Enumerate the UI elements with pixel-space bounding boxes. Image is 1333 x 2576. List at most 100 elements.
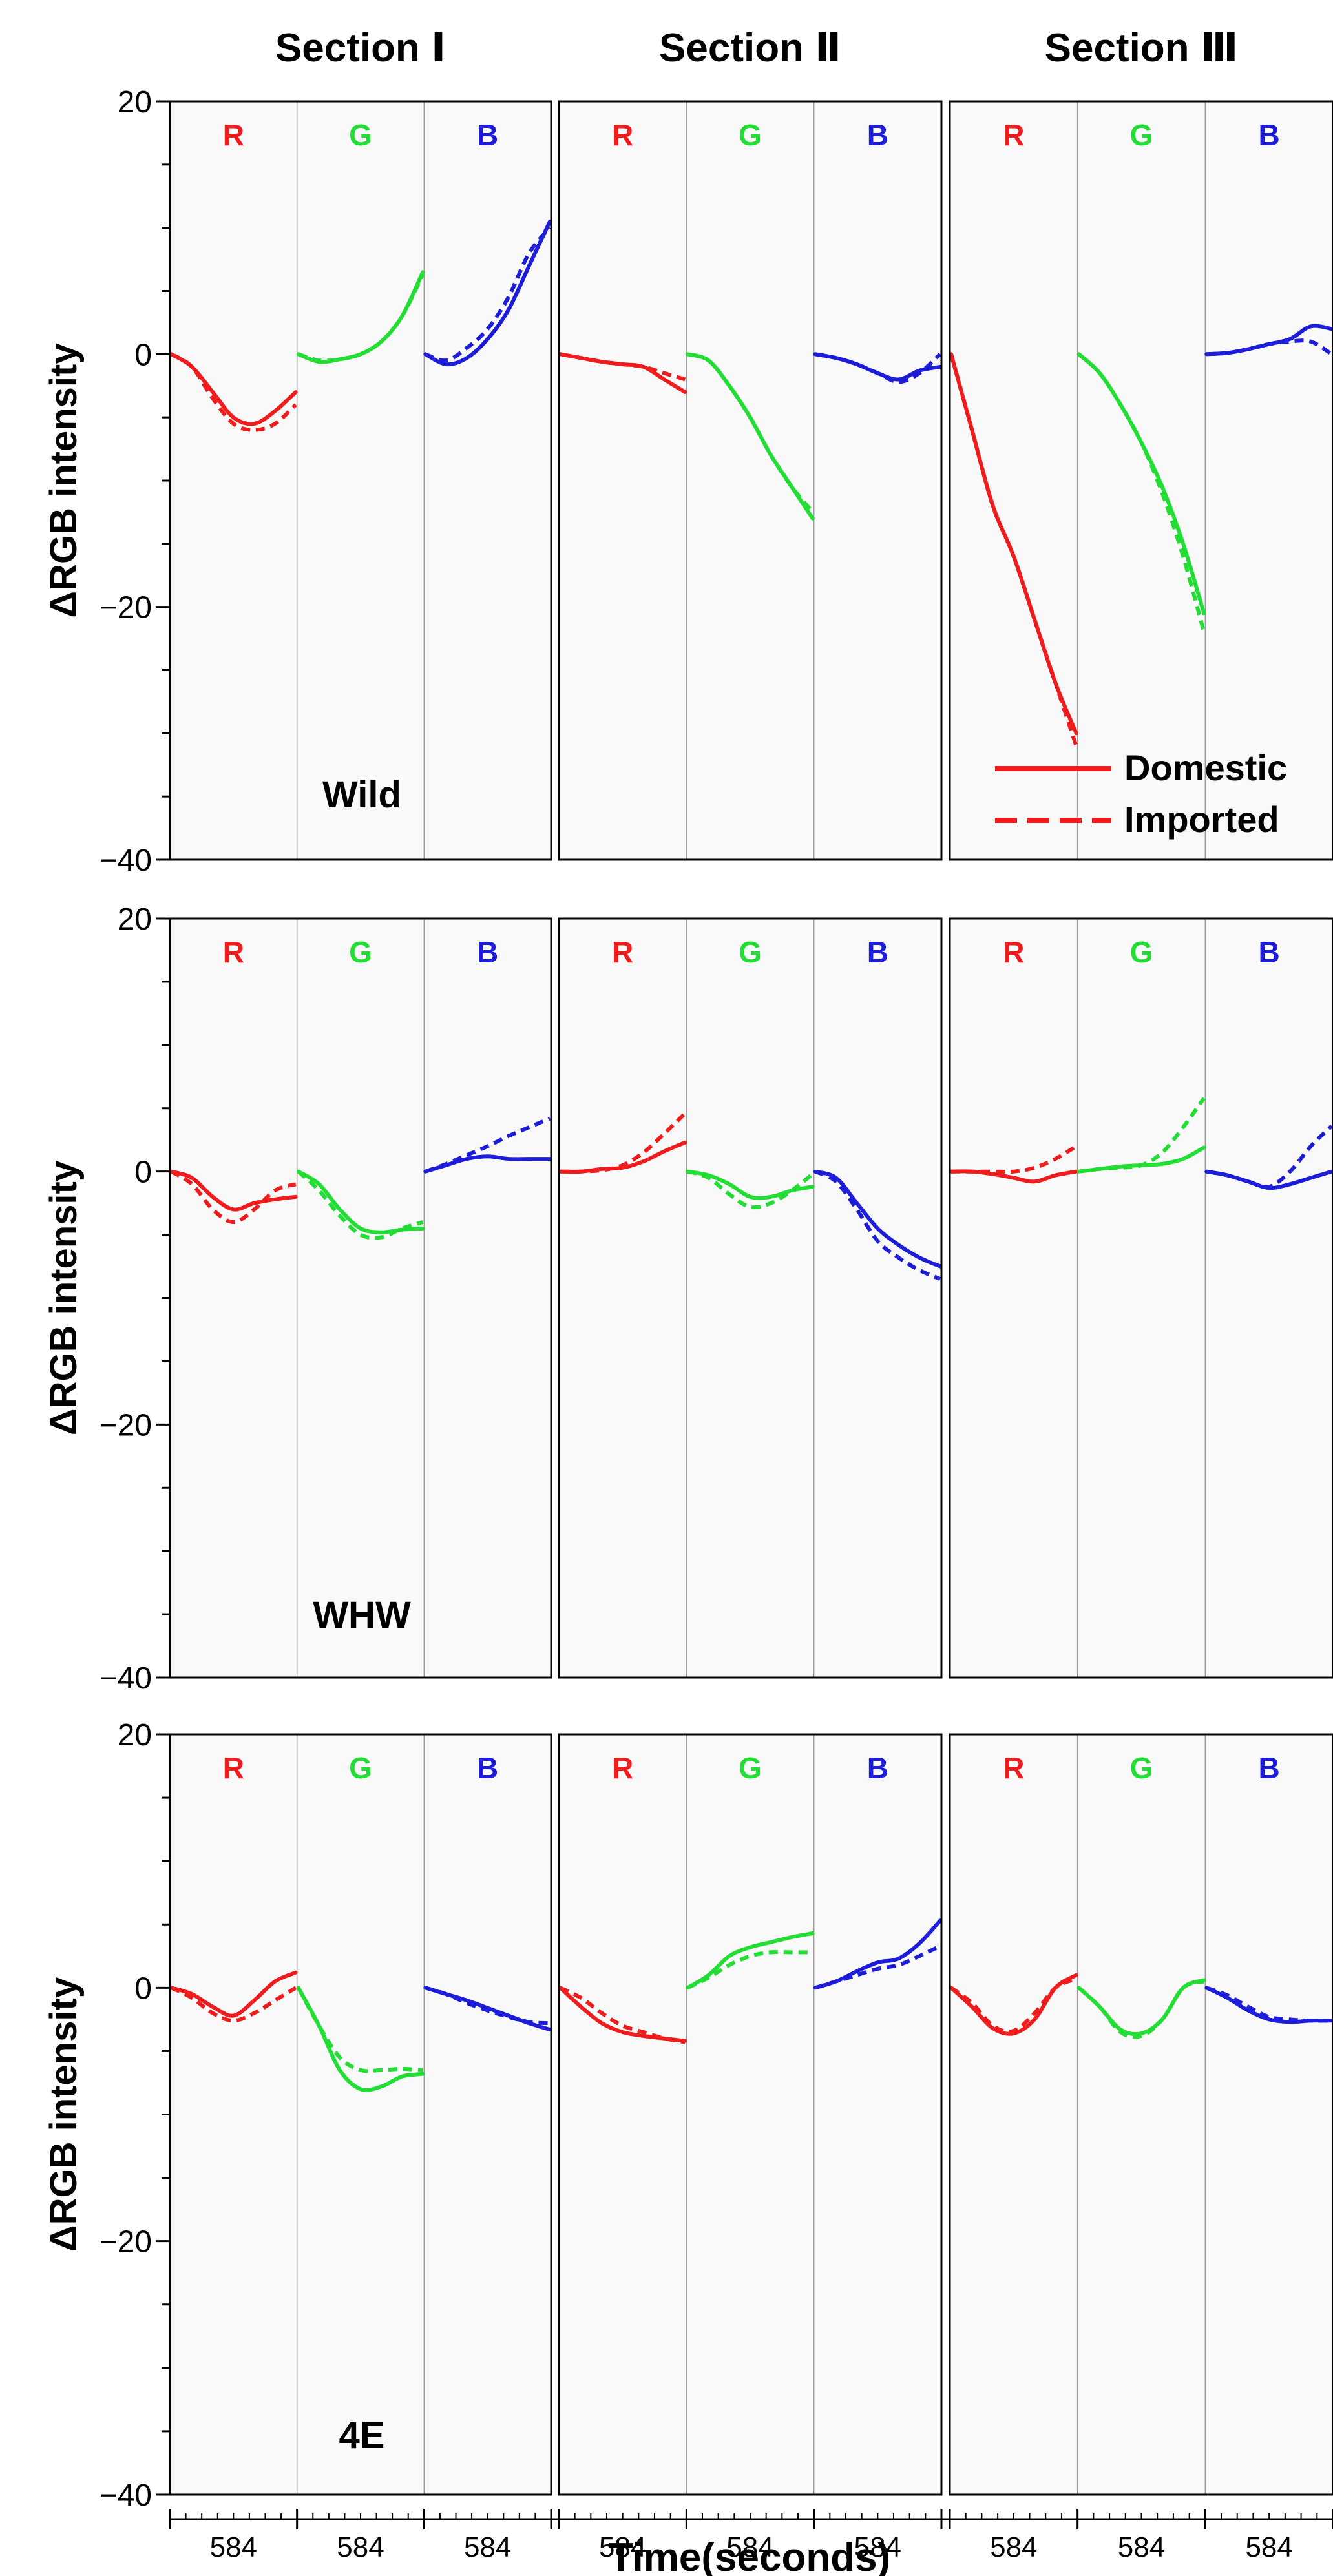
channel-label-r: R [1003, 118, 1024, 152]
y-tick-label: 20 [118, 1718, 152, 1752]
curve-g-domestic [296, 1169, 425, 1234]
channel-label-b: B [1259, 118, 1280, 152]
panel-background [559, 1734, 941, 2495]
channel-label-g: G [1130, 935, 1153, 969]
curve-g-imported [1077, 1979, 1205, 2039]
curve-b-imported [425, 226, 552, 363]
curve-g-imported [687, 352, 815, 514]
curve-g-domestic [686, 1931, 815, 1990]
panel-frame [558, 1733, 943, 2496]
column-heading-section-1: Section Ⅰ [275, 26, 446, 70]
row-label-whw: WHW [313, 1594, 411, 1636]
data-curves [169, 219, 1333, 2092]
curve-b-imported [425, 1116, 551, 1174]
channel-label-r: R [223, 1751, 244, 1785]
curve-r-imported [560, 352, 686, 382]
curve-b-imported [814, 1944, 941, 1990]
panel-background [950, 919, 1333, 1678]
channel-label-g: G [349, 1751, 372, 1785]
legend-label-imported: Imported [1124, 799, 1279, 840]
curve-b-imported [1206, 1125, 1333, 1189]
curve-r-imported [950, 1977, 1077, 2034]
channel-label-g: G [739, 1751, 762, 1785]
y-tick-label: −40 [100, 1661, 152, 1696]
channel-label-b: B [477, 1751, 498, 1785]
legend-label-domestic: Domestic [1124, 747, 1287, 788]
curve-r-imported [560, 1112, 687, 1174]
y-tick-label: 0 [134, 1156, 152, 1190]
y-tick-label: −20 [100, 1408, 152, 1442]
x-tick-label: 584 [726, 2531, 773, 2563]
curve-b-domestic [423, 219, 552, 367]
curve-g-imported [687, 1169, 814, 1210]
panel-background [170, 919, 551, 1678]
curve-g-imported [297, 273, 425, 363]
panel-background [559, 919, 941, 1678]
curve-r-imported [949, 353, 1078, 747]
channel-label-g: G [349, 118, 372, 152]
curve-g-domestic [686, 1169, 815, 1200]
curve-b-imported [425, 1986, 551, 2026]
curve-r-imported [170, 352, 297, 432]
x-tick-label: 584 [1245, 2531, 1292, 2563]
curve-r-imported [170, 1170, 297, 1224]
x-tick-label: 584 [990, 2531, 1037, 2563]
curve-g-imported [686, 1949, 813, 1990]
channel-label-r: R [223, 118, 244, 152]
panel-background [559, 101, 941, 860]
curve-b-imported [815, 352, 942, 384]
channel-label-b: B [867, 1751, 888, 1785]
panel-background [170, 101, 551, 860]
channel-label-b: B [477, 118, 498, 152]
curve-r-domestic [169, 352, 298, 426]
y-tick-label: −20 [100, 591, 152, 625]
axes [156, 100, 1333, 2529]
y-tick-label: −40 [100, 844, 152, 878]
channel-label-r: R [223, 935, 244, 969]
channel-label-g: G [349, 935, 372, 969]
y-axis-title: ΔRGB intensity [43, 343, 85, 618]
row-label-wild: Wild [322, 774, 401, 816]
channel-label-r: R [612, 118, 633, 152]
y-tick-label: −20 [100, 2225, 152, 2259]
panel-frame [949, 917, 1333, 1679]
channel-label-b: B [867, 118, 888, 152]
channel-label-r: R [612, 1751, 633, 1785]
x-tick-label: 584 [210, 2531, 257, 2563]
x-tick-label: 584 [337, 2531, 384, 2563]
curve-b-imported [1206, 1986, 1332, 2023]
x-tick-label: 584 [599, 2531, 646, 2563]
curve-g-domestic [1076, 352, 1206, 616]
curve-r-domestic [558, 1986, 687, 2043]
curve-g-domestic [296, 1986, 425, 2092]
y-tick-label: 20 [118, 902, 152, 937]
channel-dividers [296, 101, 1206, 2495]
channel-label-b: B [867, 935, 888, 969]
channel-label-b: B [1259, 1751, 1280, 1785]
curve-g-domestic [1076, 1978, 1206, 2037]
channel-label-g: G [739, 935, 762, 969]
panel-frame [558, 100, 943, 861]
channel-label-r: R [612, 935, 633, 969]
panel-frame [949, 1733, 1333, 2496]
channel-label-r: R [1003, 1751, 1024, 1785]
x-axis-title: Time(seconds) [609, 2535, 890, 2576]
y-tick-label: 20 [118, 85, 152, 119]
channel-label-b: B [477, 935, 498, 969]
channel-label-g: G [1130, 1751, 1153, 1785]
curve-b-domestic [813, 1169, 942, 1269]
curve-g-imported [297, 1986, 423, 2073]
channel-label-g: G [739, 118, 762, 152]
curve-r-imported [559, 1986, 686, 2044]
channel-label-b: B [1259, 935, 1280, 969]
curve-b-imported [814, 1169, 941, 1281]
curve-g-imported [1077, 353, 1206, 633]
y-axis-title: ΔRGB intensity [43, 1977, 85, 2252]
channel-label-g: G [1130, 118, 1153, 152]
text-labels: R G B R G B R G B R G B R G B R G B R G B R G B R G B 20 0 −20 −40 ΔRGB… [43, 26, 1293, 2576]
panel-backgrounds [170, 101, 1333, 2495]
channel-label-r: R [1003, 935, 1024, 969]
curve-r-imported [170, 1986, 297, 2023]
column-heading-section-3: Section Ⅲ [1045, 26, 1239, 70]
curve-g-imported [1078, 1097, 1206, 1174]
